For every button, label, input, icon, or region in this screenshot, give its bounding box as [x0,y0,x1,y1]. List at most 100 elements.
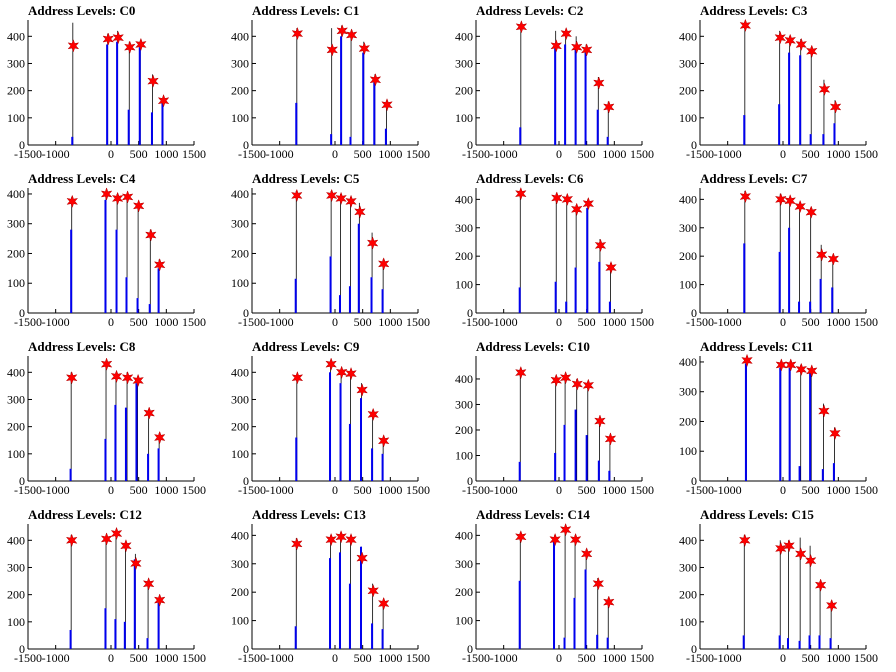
histogram-bar [147,453,150,481]
histogram-bar [371,448,374,481]
histogram-bar [799,55,802,145]
histogram-bar [360,546,363,649]
chart-title: Address Levels: C14 [476,507,590,522]
chart-panel: Address Levels: C1 0 100 200 300 400 -1500 -100… [224,0,448,168]
peak-marker [345,366,357,381]
histogram-bar [519,127,522,145]
y-tick-label: 100 [7,111,25,125]
x-tick-label: 1000 [826,147,850,161]
chart-panel: Address Levels: C8 0 100 200 300 400 -1500 -100… [0,336,224,504]
histogram-bar [596,109,599,145]
histogram-bar [104,438,107,481]
peak-marker [112,30,125,45]
x-tick-label: 1500 [630,147,654,161]
x-tick-label: -1500 [238,651,266,665]
y-tick-label: 200 [7,420,25,434]
peak-marker [784,33,797,48]
x-tick-label: 500 [354,147,372,161]
histogram-bar [744,363,747,481]
chart-panel: Address Levels: C11 0 100 200 300 400 -1500 -10… [672,336,896,504]
histogram-bar [136,298,139,313]
y-tick-label: 100 [679,278,697,292]
y-tick-label: 200 [7,588,25,602]
x-tick-label: 1500 [182,147,206,161]
peak-marker [325,532,337,547]
y-tick-label: 200 [231,246,249,260]
histogram-bar [584,52,587,145]
histogram-bar [384,128,387,145]
chart-title: Address Levels: C1 [252,3,359,18]
peak-marker [604,432,617,446]
histogram-bar [381,289,384,313]
peak-marker [827,252,840,266]
histogram-bar [584,569,587,649]
x-tick-label: 500 [578,147,596,161]
x-tick-label: 1000 [378,483,402,497]
y-tick-label: 0 [243,474,249,488]
x-tick-label: 0 [108,483,114,497]
x-tick-label: 0 [332,147,338,161]
x-tick-label: 1000 [602,651,626,665]
histogram-bar [829,638,832,649]
histogram-bar [133,559,136,649]
peak-marker [602,100,615,114]
x-tick-label: 0 [108,147,114,161]
x-tick-label: 1500 [182,483,206,497]
peak-marker [291,26,304,41]
chart-title: Address Levels: C0 [28,3,135,18]
histogram-bar [157,602,160,649]
histogram-bar [564,44,567,145]
histogram-bar [565,301,568,313]
chart-panel: Address Levels: C10 0 100 200 300 400 -1500 -10… [448,336,672,504]
y-tick-label: 100 [455,111,473,125]
y-tick-label: 400 [455,372,473,386]
y-tick-label: 100 [231,111,249,125]
y-tick-label: 400 [7,533,25,547]
histogram-bar [778,251,781,313]
x-tick-label: 0 [556,315,562,329]
y-tick-label: 300 [455,397,473,411]
histogram-bar [597,460,600,481]
y-tick-label: 100 [455,614,473,628]
x-tick-label: 0 [332,651,338,665]
x-tick-label: -1000 [266,651,294,665]
peak-marker [815,247,828,262]
y-tick-label: 200 [231,420,249,434]
y-tick-label: 0 [467,306,473,320]
x-tick-label: 500 [354,651,372,665]
y-tick-label: 400 [231,528,249,542]
histogram-bar [743,243,746,313]
x-tick-label: -1000 [714,651,742,665]
x-tick-label: 500 [354,315,372,329]
x-tick-label: 1000 [154,315,178,329]
peak-marker [739,189,752,204]
histogram-bar [563,424,566,481]
peak-marker [805,205,818,219]
peak-marker [605,260,617,275]
y-tick-label: 300 [679,560,697,574]
histogram-bar [606,136,609,145]
histogram-bar [596,634,599,649]
y-tick-label: 100 [231,276,249,290]
histogram-bar [104,608,107,649]
x-tick-label: 0 [556,147,562,161]
x-tick-label: -1500 [462,315,490,329]
x-tick-label: 1000 [378,315,402,329]
histogram-bar [779,367,782,481]
y-tick-label: 100 [679,615,697,629]
y-tick-label: 300 [679,221,697,235]
peak-marker [795,37,808,52]
chart-title: Address Levels: C13 [252,507,366,522]
y-tick-label: 0 [691,138,697,152]
histogram-bar [330,134,333,145]
histogram-bar [115,229,118,313]
y-tick-label: 300 [455,557,473,571]
histogram-bar [598,261,601,313]
y-tick-label: 0 [243,306,249,320]
peak-marker [377,434,390,448]
histogram-bar [574,47,577,145]
peak-marker [144,228,157,242]
histogram-bar [124,407,127,481]
x-tick-label: 1500 [854,651,878,665]
